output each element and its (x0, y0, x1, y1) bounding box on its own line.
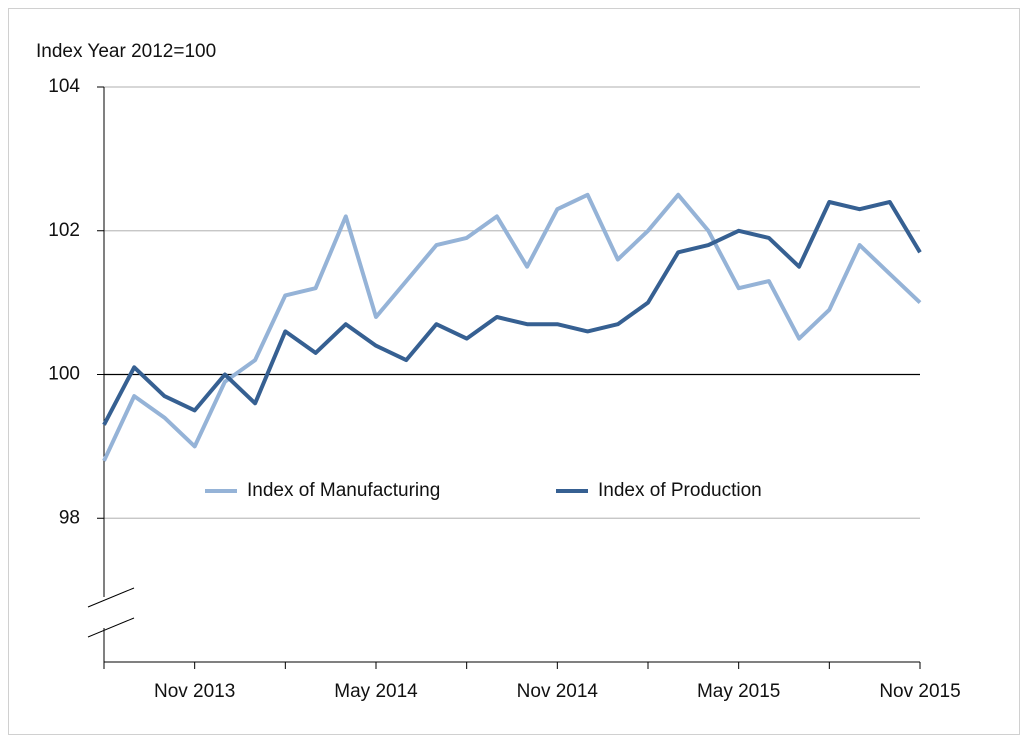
x-tick-label: Nov 2013 (154, 681, 235, 702)
x-tick-label: May 2014 (334, 681, 418, 702)
x-tick-label: May 2015 (697, 681, 780, 702)
y-tick-label: 104 (48, 76, 80, 97)
x-tick-label: Nov 2015 (879, 681, 960, 702)
legend-label: Index of Production (598, 480, 762, 501)
y-tick-label: 98 (59, 507, 80, 528)
chart-title: Index Year 2012=100 (36, 41, 216, 62)
legend-label: Index of Manufacturing (247, 480, 440, 501)
axis-break (87, 617, 135, 638)
y-tick-label: 102 (48, 220, 80, 241)
series-line (102, 200, 922, 426)
x-tick-label: Nov 2014 (517, 681, 599, 702)
chart-border (8, 8, 1020, 735)
axis-break (87, 587, 135, 608)
series-line (102, 192, 922, 462)
axis-break-gap (101, 597, 107, 628)
y-tick-label: 100 (48, 364, 80, 385)
